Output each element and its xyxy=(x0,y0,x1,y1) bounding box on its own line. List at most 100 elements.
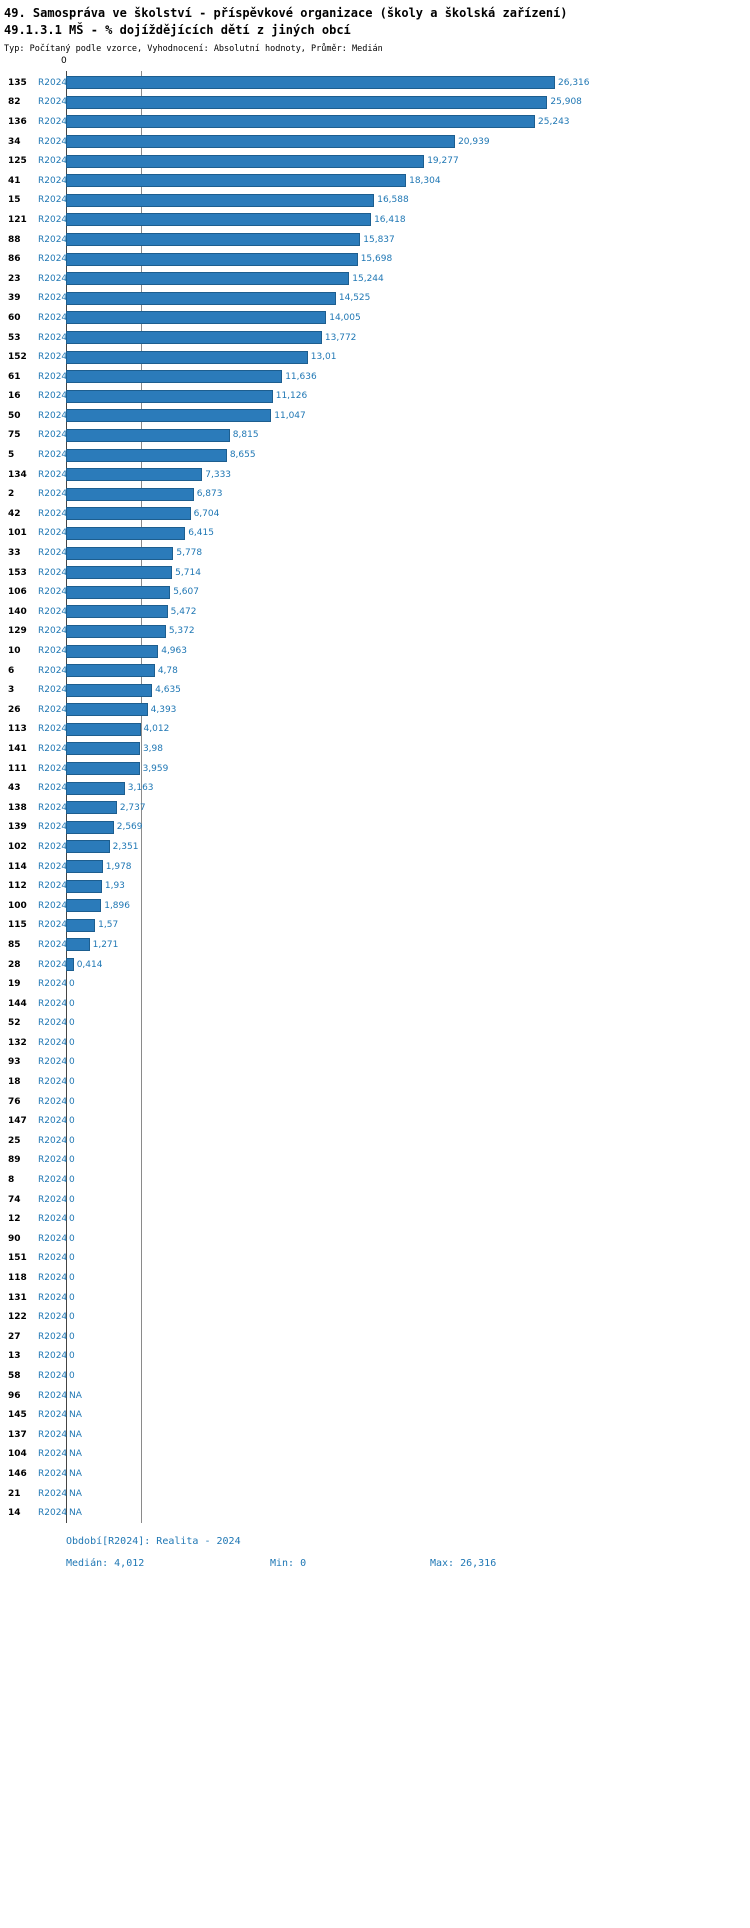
chart-header: 49. Samospráva ve školství - příspěvkové… xyxy=(0,0,750,54)
row-period-label: R2024 xyxy=(38,391,68,402)
row-bar-area: 26,316 xyxy=(66,76,750,90)
row-bar-area: 4,963 xyxy=(66,644,750,658)
chart-row: 114 R2024 1,978 xyxy=(0,857,750,877)
chart-row: 113 R2024 4,012 xyxy=(0,720,750,740)
bar-value-label: 5,607 xyxy=(173,587,199,598)
row-id-label: 114 xyxy=(8,861,27,872)
row-id-label: 138 xyxy=(8,802,27,813)
bar xyxy=(66,448,227,462)
row-id-label: 60 xyxy=(8,312,21,323)
chart-row: 75 R2024 8,815 xyxy=(0,426,750,446)
row-bar-area: 19,277 xyxy=(66,154,750,168)
row-bar-area: 15,837 xyxy=(66,233,750,247)
bar-value-label: 4,78 xyxy=(157,665,178,676)
bar xyxy=(66,389,273,403)
row-period-label: R2024 xyxy=(38,548,68,559)
row-period-label: R2024 xyxy=(38,1312,68,1323)
chart-row: 42 R2024 6,704 xyxy=(0,504,750,524)
bar xyxy=(66,938,90,952)
chart-row: 102 R2024 2,351 xyxy=(0,837,750,857)
chart-row: 152 R2024 13,01 xyxy=(0,347,750,367)
chart-row: 140 R2024 5,472 xyxy=(0,602,750,622)
row-bar-area: 0 xyxy=(66,1253,750,1263)
row-period-label: R2024 xyxy=(38,743,68,754)
bar-value-label: 16,588 xyxy=(377,195,409,206)
bar xyxy=(66,605,168,619)
row-id-label: 74 xyxy=(8,1194,21,1205)
row-period-label: R2024 xyxy=(38,646,68,657)
bar xyxy=(66,272,350,286)
row-id-label: 41 xyxy=(8,175,21,186)
bar-value-label: 5,714 xyxy=(175,567,201,578)
row-period-label: R2024 xyxy=(38,77,68,88)
row-bar-area: 15,244 xyxy=(66,272,750,286)
row-period-label: R2024 xyxy=(38,1037,68,1048)
chart-row: 144 R2024 0 xyxy=(0,994,750,1014)
chart-row: 39 R2024 14,525 xyxy=(0,289,750,309)
bar-value-label: 15,698 xyxy=(360,254,393,265)
bar xyxy=(66,683,153,697)
bar xyxy=(66,291,336,305)
bar xyxy=(66,899,102,913)
bar-value-label: 0 xyxy=(69,1292,75,1303)
row-bar-area: 0 xyxy=(66,1018,750,1028)
chart-row: 18 R2024 0 xyxy=(0,1072,750,1092)
row-id-label: 153 xyxy=(8,567,27,578)
bar xyxy=(66,409,272,423)
chart-row: 10 R2024 4,963 xyxy=(0,641,750,661)
bar xyxy=(66,879,102,893)
bar xyxy=(66,428,230,442)
row-id-label: 53 xyxy=(8,332,21,343)
row-bar-area: 1,978 xyxy=(66,860,750,874)
row-period-label: R2024 xyxy=(38,469,68,480)
row-bar-area: 0 xyxy=(66,1273,750,1283)
chart-row: 141 R2024 3,98 xyxy=(0,739,750,759)
row-period-label: R2024 xyxy=(38,371,68,382)
row-bar-area: 25,243 xyxy=(66,115,750,129)
bar-value-label: 1,271 xyxy=(92,939,119,950)
row-bar-area: 0 xyxy=(66,1077,750,1087)
row-period-label: R2024 xyxy=(38,626,68,637)
row-bar-area: 5,472 xyxy=(66,605,750,619)
bar xyxy=(66,174,407,188)
bar-value-label: 8,655 xyxy=(229,450,256,461)
row-id-label: 111 xyxy=(8,763,27,774)
row-id-label: 19 xyxy=(8,979,21,990)
bar xyxy=(66,703,148,717)
row-bar-area: 5,372 xyxy=(66,624,750,638)
row-period-label: R2024 xyxy=(38,685,68,696)
bar-value-label: 8,815 xyxy=(232,430,259,441)
row-id-label: 50 xyxy=(8,410,21,421)
bar-value-label: 16,418 xyxy=(374,214,406,225)
row-id-label: 13 xyxy=(8,1351,21,1362)
bar-value-label: 1,896 xyxy=(104,900,130,911)
row-period-label: R2024 xyxy=(38,1233,68,1244)
row-period-label: R2024 xyxy=(38,254,68,265)
row-id-label: 28 xyxy=(8,959,21,970)
row-bar-area: 0 xyxy=(66,1293,750,1303)
row-period-label: R2024 xyxy=(38,195,68,206)
bar-value-label: 14,005 xyxy=(329,312,361,323)
row-bar-area: 11,047 xyxy=(66,409,750,423)
row-id-label: 135 xyxy=(8,77,27,88)
bar-value-label: 0 xyxy=(69,1312,75,1323)
row-period-label: R2024 xyxy=(38,1410,68,1421)
row-bar-area: NA xyxy=(66,1489,750,1499)
bar xyxy=(66,135,456,149)
row-id-label: 86 xyxy=(8,254,21,265)
row-period-label: R2024 xyxy=(38,1116,68,1127)
row-period-label: R2024 xyxy=(38,430,68,441)
bar-value-label: 26,316 xyxy=(558,77,590,88)
row-id-label: 14 xyxy=(8,1508,21,1519)
row-id-label: 58 xyxy=(8,1370,21,1381)
row-bar-area: 13,01 xyxy=(66,350,750,364)
row-period-label: R2024 xyxy=(38,841,68,852)
bar-value-label: 0,414 xyxy=(76,959,103,970)
row-id-label: 132 xyxy=(8,1037,27,1048)
row-id-label: 147 xyxy=(8,1116,27,1127)
bar xyxy=(66,115,536,129)
row-id-label: 106 xyxy=(8,587,27,598)
row-bar-area: 5,778 xyxy=(66,546,750,560)
row-period-label: R2024 xyxy=(38,802,68,813)
chart-row: 2 R2024 6,873 xyxy=(0,484,750,504)
